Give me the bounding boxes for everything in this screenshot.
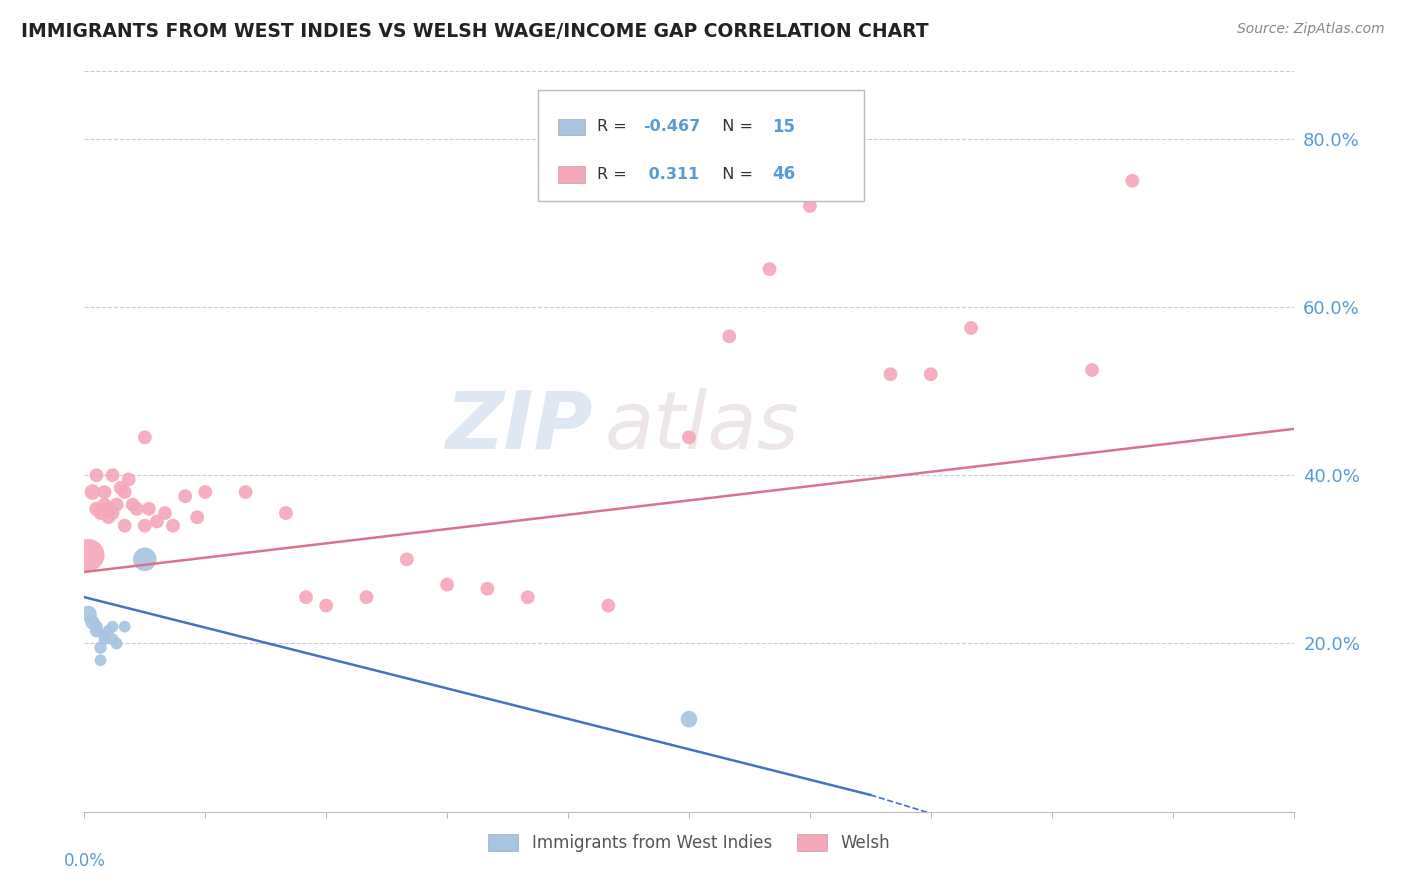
Text: 15: 15: [772, 118, 796, 136]
Point: [105, 636, 128, 650]
Text: atlas: atlas: [605, 388, 799, 466]
Point: [97, 510, 120, 524]
Point: [356, 590, 378, 604]
Point: [598, 599, 620, 613]
Point: [758, 262, 780, 277]
Point: [516, 590, 538, 604]
Point: [97, 624, 120, 638]
Text: R =: R =: [598, 167, 631, 182]
Point: [395, 552, 418, 566]
Point: [920, 368, 942, 382]
FancyBboxPatch shape: [558, 166, 585, 183]
Point: [77, 548, 100, 562]
Point: [194, 485, 217, 500]
Point: [118, 472, 141, 486]
Point: [138, 501, 160, 516]
Text: IMMIGRANTS FROM WEST INDIES VS WELSH WAGE/INCOME GAP CORRELATION CHART: IMMIGRANTS FROM WEST INDIES VS WELSH WAG…: [21, 22, 929, 41]
Point: [114, 619, 136, 633]
Point: [114, 485, 136, 500]
Point: [93, 485, 115, 500]
Point: [101, 632, 124, 647]
Point: [125, 501, 148, 516]
Point: [86, 619, 108, 633]
Point: [86, 468, 108, 483]
Point: [295, 590, 318, 604]
Point: [879, 368, 901, 382]
Point: [89, 640, 111, 655]
Text: 46: 46: [772, 165, 796, 184]
Point: [477, 582, 499, 596]
Point: [153, 506, 176, 520]
Point: [718, 329, 741, 343]
Point: [89, 653, 111, 667]
Point: [315, 599, 337, 613]
Point: [146, 515, 169, 529]
Point: [134, 518, 156, 533]
Point: [89, 506, 111, 520]
Text: 0.311: 0.311: [643, 167, 699, 182]
Point: [93, 498, 115, 512]
Point: [1081, 363, 1104, 377]
Point: [121, 498, 143, 512]
Point: [134, 430, 156, 444]
FancyBboxPatch shape: [558, 119, 585, 135]
Text: N =: N =: [711, 167, 758, 182]
Point: [82, 615, 104, 630]
Point: [799, 199, 821, 213]
Point: [93, 632, 115, 647]
Point: [86, 501, 108, 516]
Point: [86, 624, 108, 638]
Point: [101, 506, 124, 520]
Point: [678, 430, 700, 444]
Point: [274, 506, 297, 520]
Point: [162, 518, 184, 533]
Point: [105, 498, 128, 512]
Point: [97, 501, 120, 516]
Point: [174, 489, 197, 503]
Text: 0.0%: 0.0%: [63, 853, 105, 871]
Text: -0.467: -0.467: [643, 120, 700, 134]
Point: [93, 628, 115, 642]
Point: [101, 468, 124, 483]
Point: [1121, 174, 1143, 188]
Point: [110, 481, 132, 495]
Text: ZIP: ZIP: [444, 388, 592, 466]
Text: N =: N =: [711, 120, 758, 134]
Point: [77, 607, 100, 621]
Point: [114, 518, 136, 533]
FancyBboxPatch shape: [538, 90, 865, 201]
Point: [678, 712, 700, 726]
Point: [436, 577, 458, 591]
Point: [235, 485, 257, 500]
Point: [101, 619, 124, 633]
Point: [960, 321, 983, 335]
Point: [186, 510, 208, 524]
Legend: Immigrants from West Indies, Welsh: Immigrants from West Indies, Welsh: [481, 828, 897, 859]
Point: [82, 485, 104, 500]
Text: Source: ZipAtlas.com: Source: ZipAtlas.com: [1237, 22, 1385, 37]
Point: [134, 552, 156, 566]
Text: R =: R =: [598, 120, 631, 134]
